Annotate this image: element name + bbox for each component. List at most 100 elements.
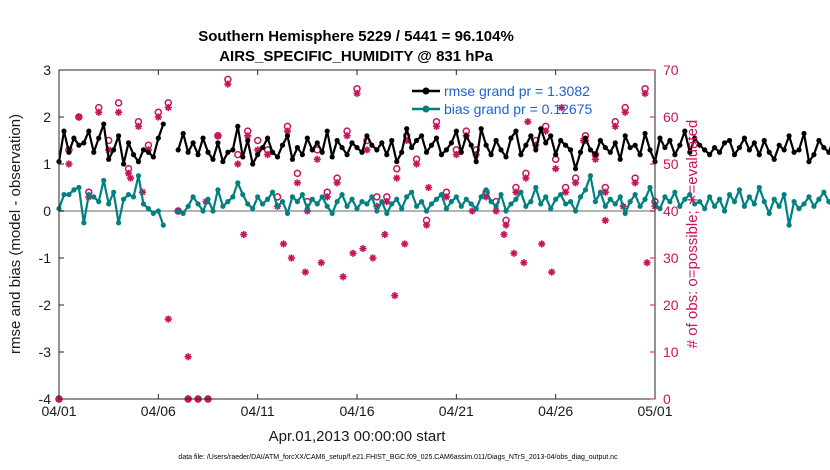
rmse-point xyxy=(538,126,544,132)
obs-evaluated-point xyxy=(369,254,377,262)
rmse-point xyxy=(523,142,529,148)
bias-point xyxy=(662,194,668,200)
y-axis-ticks: -4 -3 -2 -1 0 1 2 3 xyxy=(39,62,64,407)
bias-point xyxy=(478,194,484,200)
rmse-point xyxy=(572,166,579,172)
bias-point xyxy=(414,203,420,209)
obs-evaluated-point xyxy=(393,174,401,182)
rmse-point xyxy=(582,135,589,141)
bias-point xyxy=(225,199,231,205)
bias-point xyxy=(587,173,594,179)
obs-evaluated-point xyxy=(452,151,460,159)
bias-point xyxy=(423,208,430,214)
bias-point xyxy=(329,210,335,216)
rmse-point xyxy=(225,149,231,155)
bias-point xyxy=(294,199,300,205)
obs-evaluated-point xyxy=(522,174,530,182)
rmse-point xyxy=(200,135,206,141)
bias-point xyxy=(567,199,574,205)
rmse-point xyxy=(493,137,499,144)
rmse-point xyxy=(563,142,569,148)
bias-point xyxy=(111,189,117,195)
bias-point xyxy=(513,196,519,202)
rmse-point xyxy=(438,152,445,158)
rmse-point xyxy=(463,133,469,139)
obs-evaluated-point xyxy=(349,249,357,257)
bias-point xyxy=(255,194,261,200)
bias-point xyxy=(314,201,320,207)
legend-bias-marker xyxy=(422,105,430,113)
y-tick-label: -2 xyxy=(39,297,52,313)
obs-evaluated-point xyxy=(552,165,560,173)
rmse-point xyxy=(518,152,524,158)
rmse-point xyxy=(682,128,688,134)
bias-point xyxy=(702,206,708,212)
rmse-point xyxy=(627,144,633,151)
bias-point xyxy=(190,194,196,200)
rmse-point xyxy=(602,144,608,151)
bias-point xyxy=(210,208,216,214)
bias-point xyxy=(563,201,569,207)
bias-point xyxy=(463,196,469,202)
bias-point xyxy=(657,206,663,212)
bias-point xyxy=(538,201,544,207)
bias-point xyxy=(821,189,827,195)
rmse-point xyxy=(319,149,325,155)
rmse-point xyxy=(116,133,122,139)
bias-point xyxy=(369,194,375,200)
rmse-point xyxy=(488,152,494,158)
y2-tick-label: 20 xyxy=(663,297,679,313)
x-axis-label: Apr.01,2013 00:00:00 start xyxy=(269,428,447,445)
bias-point xyxy=(91,194,97,200)
bias-point xyxy=(279,199,286,205)
bias-point xyxy=(125,191,132,198)
obs-evaluated-point xyxy=(520,259,528,267)
bias-point xyxy=(503,208,509,214)
bias-point xyxy=(533,184,539,191)
rmse-point xyxy=(617,156,623,162)
bias-point xyxy=(458,203,464,209)
rmse-point xyxy=(135,159,142,165)
legend-rmse-marker xyxy=(422,87,430,95)
obs-evaluated-point xyxy=(114,108,123,116)
obs-evaluated-point xyxy=(359,245,367,253)
rmse-point xyxy=(394,159,400,165)
bias-point xyxy=(518,189,524,195)
bias-point xyxy=(220,203,226,209)
bias-point xyxy=(448,199,454,205)
rmse-point xyxy=(637,152,643,158)
obs-possible-point xyxy=(234,150,242,159)
rmse-point xyxy=(478,126,484,132)
rmse-point xyxy=(289,156,296,162)
bias-point xyxy=(428,201,435,207)
rmse-point xyxy=(697,142,703,148)
bias-point xyxy=(334,199,340,205)
y-axis-label: rmse and bias (model - observation) xyxy=(7,114,24,354)
bias-point xyxy=(642,196,648,202)
bias-point xyxy=(399,206,405,212)
rmse-point xyxy=(473,159,479,165)
rmse-point xyxy=(453,128,459,134)
obs-evaluated-point xyxy=(301,268,309,276)
bias-point xyxy=(548,206,554,212)
obs-evaluated-point xyxy=(422,221,431,229)
bias-point xyxy=(602,203,608,209)
data-file-footnote: data file: /Users/raeder/DAI/ATM_forcXX/… xyxy=(178,454,618,461)
bias-point xyxy=(81,220,87,226)
rmse-point xyxy=(746,147,752,153)
bias-point xyxy=(761,199,767,205)
y2-tick-label: 10 xyxy=(663,344,679,360)
x-tick-label: 04/11 xyxy=(241,403,275,419)
obs-evaluated-point xyxy=(621,108,629,116)
rmse-point xyxy=(349,140,355,146)
bias-point xyxy=(756,184,762,191)
bias-point xyxy=(612,201,618,207)
bias-line xyxy=(57,174,165,226)
rmse-point xyxy=(667,137,673,144)
bias-point xyxy=(145,206,151,212)
rmse-point xyxy=(344,152,350,158)
bias-point xyxy=(215,187,221,193)
rmse-point xyxy=(513,128,519,134)
bias-point xyxy=(751,201,757,207)
bias-point xyxy=(712,203,718,209)
